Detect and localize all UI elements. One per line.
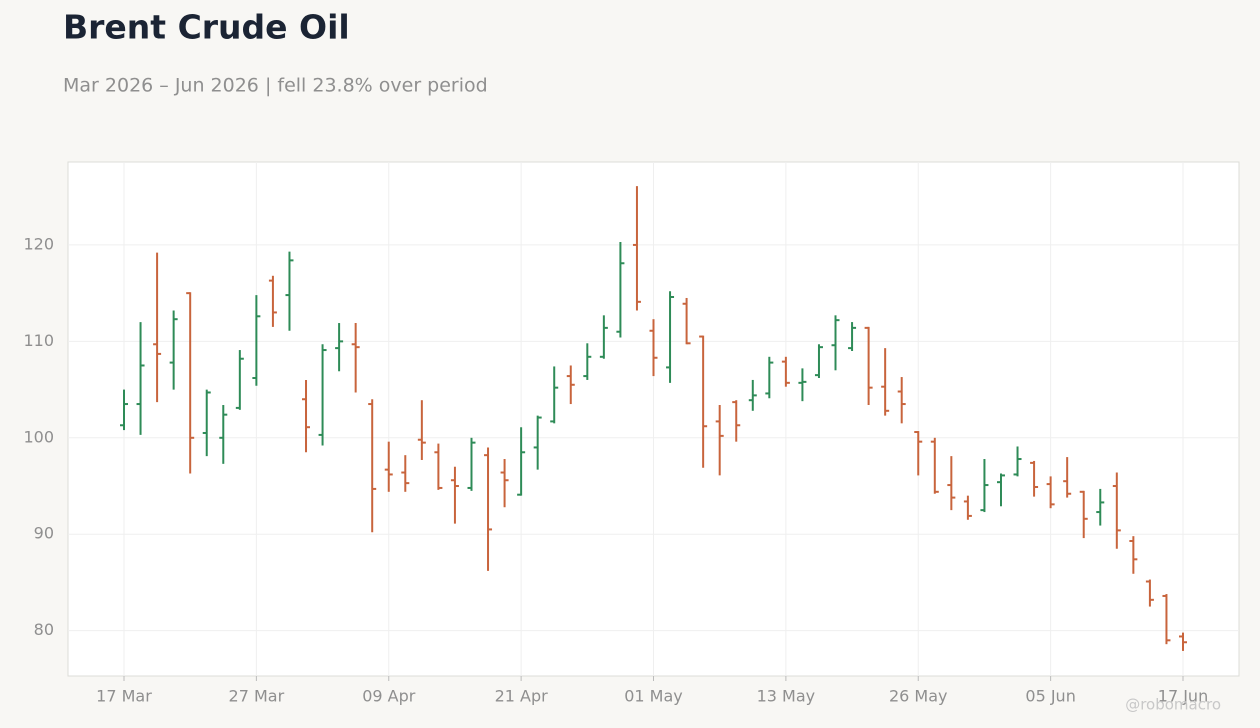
ohlc-bar (682, 297, 691, 345)
x-tick-label: 01 May (624, 687, 683, 706)
ohlc-bar (153, 252, 162, 403)
x-tick-label: 17 Mar (96, 687, 152, 706)
ohlc-bar (417, 400, 426, 460)
ohlc-bar (1046, 476, 1055, 509)
ohlc-bar (318, 344, 327, 446)
ohlc-bar (202, 389, 211, 457)
ohlc-bar (864, 326, 873, 406)
ohlc-bar (848, 322, 857, 352)
ohlc-bar (450, 466, 459, 524)
plot-layer: 80 90 100 110 120 17 Mar 27 Mar 09 Apr 21 Apr 01 … (23, 162, 1239, 706)
ohlc-bar (401, 455, 410, 492)
ohlc-bar (368, 399, 377, 533)
ohlc-bar (302, 379, 311, 453)
ohlc-bar (550, 366, 559, 424)
ohlc-bar (268, 275, 277, 327)
y-tick-label: 90 (34, 524, 54, 543)
ohlc-bar (1079, 490, 1088, 539)
x-tick-label: 26 May (889, 687, 948, 706)
ohlc-bar (219, 405, 228, 464)
chart-title: Brent Crude Oil (63, 8, 350, 47)
ohlc-bar (798, 368, 807, 402)
ohlc-bar (1013, 446, 1022, 477)
ohlc-bar (566, 365, 575, 405)
ohlc-bar (996, 473, 1005, 507)
x-tick-label: 13 May (757, 687, 816, 706)
ohlc-bar (252, 295, 261, 386)
y-tick-label: 110 (23, 331, 54, 350)
ohlc-bar (1179, 632, 1187, 651)
ohlc-bar (831, 315, 840, 371)
chart-subtitle: Mar 2026 – Jun 2026 | fell 23.8% over pe… (63, 75, 488, 97)
watermark: @robomacro (1125, 696, 1221, 714)
ohlc-bar (599, 315, 608, 359)
ohlc-bar (748, 379, 757, 411)
ohlc-bar (186, 292, 195, 474)
ohlc-bar (632, 186, 641, 311)
ohlc-bar (351, 323, 360, 393)
ohlc-bar (517, 427, 526, 496)
ohlc-bar (765, 356, 774, 399)
ohlc-bar (434, 443, 443, 490)
x-tick-label: 09 Apr (362, 687, 416, 706)
ohlc-bar (285, 251, 294, 331)
ohlc-bar (120, 389, 128, 431)
ohlc-bar (169, 310, 178, 390)
ohlc-bar (1030, 460, 1039, 497)
ohlc-bar (980, 459, 989, 513)
ohlc-bar (467, 437, 476, 491)
x-tick-label: 17 Jun (1158, 687, 1208, 706)
x-tick-label: 27 Mar (229, 687, 285, 706)
ohlc-bar (963, 495, 972, 520)
ohlc-bar (666, 291, 675, 383)
ohlc-bar (649, 319, 658, 377)
ohlc-bar (881, 348, 890, 416)
ohlc-bar (814, 344, 823, 379)
ohlc-bar (335, 323, 344, 372)
ohlc-bar (500, 459, 509, 508)
ohlc-bar (1112, 472, 1121, 549)
y-tick-label: 120 (23, 234, 54, 253)
x-tick-label: 05 Jun (1025, 687, 1075, 706)
ohlc-bar (715, 405, 724, 476)
ohlc-bar (1096, 488, 1105, 526)
ohlc-bar (930, 437, 939, 494)
ohlc-bar (533, 415, 542, 470)
y-tick-label: 80 (34, 620, 54, 639)
ohlc-bar (484, 447, 493, 571)
y-tick-label: 100 (23, 427, 54, 446)
ohlc-bar (914, 431, 923, 476)
ohlc-bar (1162, 594, 1171, 645)
ohlc-bar (136, 322, 145, 435)
ohlc-bar (732, 400, 741, 442)
ohlc-bar (1145, 579, 1154, 607)
ohlc-bar (384, 441, 393, 492)
ohlc-bar (1063, 457, 1072, 498)
ohlc-bar (947, 456, 956, 511)
ohlc-bar (583, 343, 592, 380)
ohlc-bar (897, 377, 906, 424)
ohlc-bar (235, 350, 244, 410)
ohlc-bar (781, 356, 790, 387)
ohlc-bar (616, 242, 625, 338)
ohlc-bar (1129, 536, 1138, 574)
ohlc-bar (699, 335, 708, 468)
x-tick-label: 21 Apr (495, 687, 549, 706)
